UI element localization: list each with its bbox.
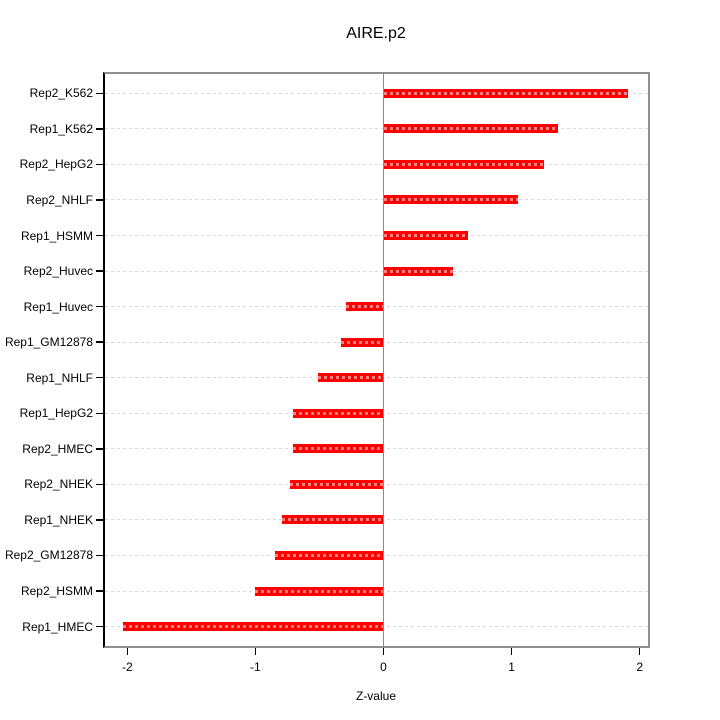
y-tick-label: Rep2_HSMM	[20, 584, 93, 598]
bar-Rep2_HMEC	[292, 444, 384, 454]
y-tick	[96, 341, 103, 343]
plot-box	[103, 72, 650, 648]
y-tick	[96, 128, 103, 130]
y-tick-label: Rep2_NHLF	[26, 192, 93, 207]
row-gridline	[105, 270, 648, 272]
y-tick-label: Rep2_HMEC	[22, 441, 93, 456]
y-tick	[96, 163, 103, 166]
y-tick-label: Rep2_NHEK	[24, 477, 93, 492]
y-tick-label: Rep1_K562	[29, 121, 93, 136]
bar-Rep1_HepG2	[292, 408, 384, 418]
bar-Rep1_GM12878	[341, 337, 384, 347]
row-gridline	[105, 92, 648, 94]
x-tick-label: -1	[250, 660, 261, 674]
y-tick	[96, 448, 103, 450]
y-tick	[96, 234, 103, 237]
y-tick	[96, 412, 103, 414]
y-tick-label: Rep2_Huvec	[23, 264, 93, 279]
x-tick-label: 1	[508, 660, 515, 674]
y-tick-label: Rep1_NHEK	[24, 512, 93, 527]
x-axis-label: Z-value	[355, 689, 396, 703]
bar-Rep2_GM12878	[274, 550, 384, 560]
bar-Rep1_HSMM	[383, 231, 469, 240]
row-gridline	[105, 128, 648, 130]
y-tick	[96, 625, 103, 628]
x-tick-label: -2	[121, 660, 133, 674]
y-tick	[96, 92, 103, 95]
y-tick-label: Rep1_NHLF	[26, 370, 93, 385]
y-tick	[96, 554, 103, 557]
bar-Rep1_Huvec	[346, 302, 384, 312]
bar-Rep1_K562	[383, 124, 558, 134]
y-tick-label: Rep2_K562	[29, 86, 93, 101]
row-gridline	[105, 163, 648, 165]
bar-Rep2_HepG2	[383, 159, 544, 169]
bar-Rep1_NHLF	[318, 373, 384, 383]
x-tick-label: 0	[380, 660, 387, 674]
y-tick	[96, 483, 103, 486]
x-tick	[126, 648, 129, 655]
x-tick	[638, 648, 641, 655]
x-tick	[382, 648, 385, 655]
bar-Rep2_K562	[383, 88, 629, 98]
y-tick	[96, 199, 103, 201]
bar-Rep2_HSMM	[255, 586, 384, 596]
y-tick-label: Rep1_GM12878	[4, 335, 93, 350]
y-tick	[96, 270, 103, 272]
y-tick-label: Rep1_HepG2	[19, 406, 93, 421]
y-tick	[96, 376, 103, 379]
bar-Rep1_NHEK	[282, 515, 384, 525]
y-tick	[96, 590, 103, 592]
x-tick	[254, 648, 257, 655]
bar-Rep2_NHEK	[289, 479, 384, 489]
bar-Rep1_HMEC	[123, 622, 384, 632]
y-tick-label: Rep2_HepG2	[19, 157, 93, 172]
x-tick	[510, 648, 513, 655]
y-tick-label: Rep1_HSMM	[20, 228, 93, 243]
y-tick-label: Rep2_GM12878	[4, 548, 93, 563]
x-tick-label: 2	[636, 660, 644, 674]
y-tick-label: Rep1_HMEC	[22, 619, 93, 634]
plot-area	[96, 72, 650, 655]
row-gridline	[105, 199, 648, 201]
row-gridline	[105, 235, 648, 236]
bar-Rep2_NHLF	[383, 195, 518, 205]
y-tick	[96, 305, 103, 308]
bar-Rep2_Huvec	[383, 266, 453, 276]
y-tick-label: Rep1_Huvec	[23, 299, 93, 314]
chart-title: AIRE.p2	[346, 25, 406, 42]
y-tick	[96, 519, 103, 521]
zero-line	[382, 72, 385, 648]
